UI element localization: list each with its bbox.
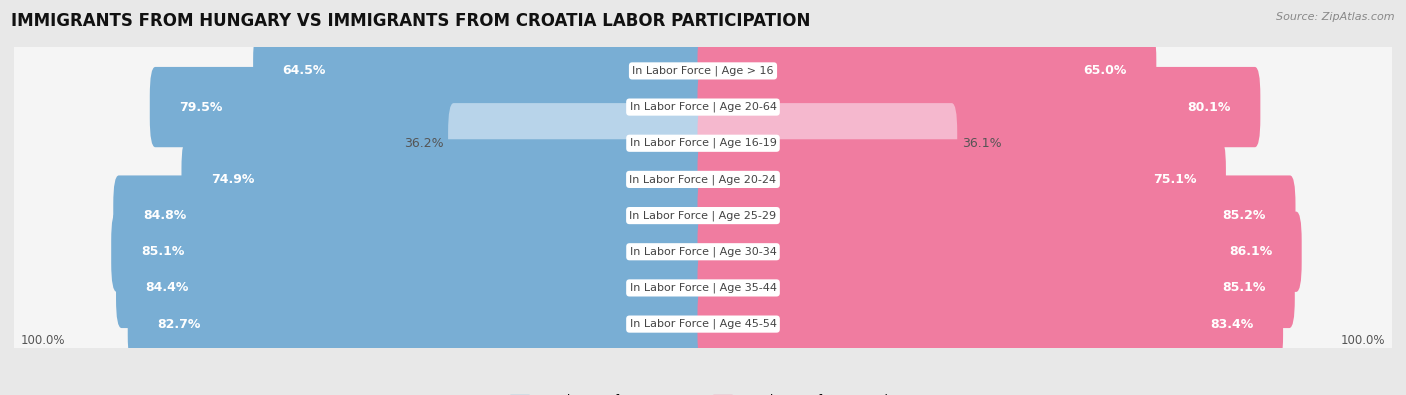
Text: 82.7%: 82.7% xyxy=(157,318,201,331)
Text: 80.1%: 80.1% xyxy=(1187,101,1230,114)
FancyBboxPatch shape xyxy=(114,175,709,256)
FancyBboxPatch shape xyxy=(697,139,1226,220)
FancyBboxPatch shape xyxy=(8,15,1398,127)
FancyBboxPatch shape xyxy=(697,67,1260,147)
FancyBboxPatch shape xyxy=(449,103,709,183)
Text: 100.0%: 100.0% xyxy=(1340,333,1385,346)
Legend: Immigrants from Hungary, Immigrants from Croatia: Immigrants from Hungary, Immigrants from… xyxy=(510,394,896,395)
FancyBboxPatch shape xyxy=(697,284,1284,364)
FancyBboxPatch shape xyxy=(8,194,1398,309)
Text: 65.0%: 65.0% xyxy=(1084,64,1126,77)
FancyBboxPatch shape xyxy=(150,67,709,147)
FancyBboxPatch shape xyxy=(8,49,1398,165)
Text: 75.1%: 75.1% xyxy=(1153,173,1197,186)
FancyBboxPatch shape xyxy=(8,86,1398,201)
Text: Source: ZipAtlas.com: Source: ZipAtlas.com xyxy=(1277,12,1395,22)
Text: In Labor Force | Age > 16: In Labor Force | Age > 16 xyxy=(633,66,773,76)
FancyBboxPatch shape xyxy=(253,31,709,111)
Text: 64.5%: 64.5% xyxy=(283,64,326,77)
Text: 85.2%: 85.2% xyxy=(1222,209,1265,222)
FancyBboxPatch shape xyxy=(8,158,1398,273)
FancyBboxPatch shape xyxy=(8,159,1398,272)
FancyBboxPatch shape xyxy=(181,139,709,220)
FancyBboxPatch shape xyxy=(8,231,1398,344)
FancyBboxPatch shape xyxy=(8,267,1398,382)
FancyBboxPatch shape xyxy=(111,212,709,292)
FancyBboxPatch shape xyxy=(128,284,709,364)
FancyBboxPatch shape xyxy=(8,122,1398,237)
FancyBboxPatch shape xyxy=(697,31,1156,111)
Text: 85.1%: 85.1% xyxy=(141,245,184,258)
FancyBboxPatch shape xyxy=(8,13,1398,128)
Text: 36.2%: 36.2% xyxy=(404,137,443,150)
FancyBboxPatch shape xyxy=(8,230,1398,346)
FancyBboxPatch shape xyxy=(697,103,957,183)
Text: In Labor Force | Age 20-64: In Labor Force | Age 20-64 xyxy=(630,102,776,112)
Text: IMMIGRANTS FROM HUNGARY VS IMMIGRANTS FROM CROATIA LABOR PARTICIPATION: IMMIGRANTS FROM HUNGARY VS IMMIGRANTS FR… xyxy=(11,12,811,30)
Text: In Labor Force | Age 35-44: In Labor Force | Age 35-44 xyxy=(630,283,776,293)
Text: In Labor Force | Age 16-19: In Labor Force | Age 16-19 xyxy=(630,138,776,149)
FancyBboxPatch shape xyxy=(8,196,1398,308)
Text: In Labor Force | Age 20-24: In Labor Force | Age 20-24 xyxy=(630,174,776,185)
Text: 84.8%: 84.8% xyxy=(143,209,186,222)
Text: 85.1%: 85.1% xyxy=(1222,281,1265,294)
FancyBboxPatch shape xyxy=(697,212,1302,292)
FancyBboxPatch shape xyxy=(697,175,1295,256)
Text: 86.1%: 86.1% xyxy=(1229,245,1272,258)
FancyBboxPatch shape xyxy=(8,268,1398,380)
Text: 100.0%: 100.0% xyxy=(21,333,66,346)
Text: 79.5%: 79.5% xyxy=(180,101,222,114)
FancyBboxPatch shape xyxy=(8,123,1398,236)
Text: In Labor Force | Age 45-54: In Labor Force | Age 45-54 xyxy=(630,319,776,329)
FancyBboxPatch shape xyxy=(697,248,1295,328)
Text: In Labor Force | Age 30-34: In Labor Force | Age 30-34 xyxy=(630,246,776,257)
Text: 84.4%: 84.4% xyxy=(146,281,188,294)
FancyBboxPatch shape xyxy=(8,51,1398,164)
FancyBboxPatch shape xyxy=(117,248,709,328)
Text: 83.4%: 83.4% xyxy=(1211,318,1254,331)
Text: 36.1%: 36.1% xyxy=(962,137,1001,150)
FancyBboxPatch shape xyxy=(8,87,1398,199)
Text: In Labor Force | Age 25-29: In Labor Force | Age 25-29 xyxy=(630,210,776,221)
Text: 74.9%: 74.9% xyxy=(211,173,254,186)
